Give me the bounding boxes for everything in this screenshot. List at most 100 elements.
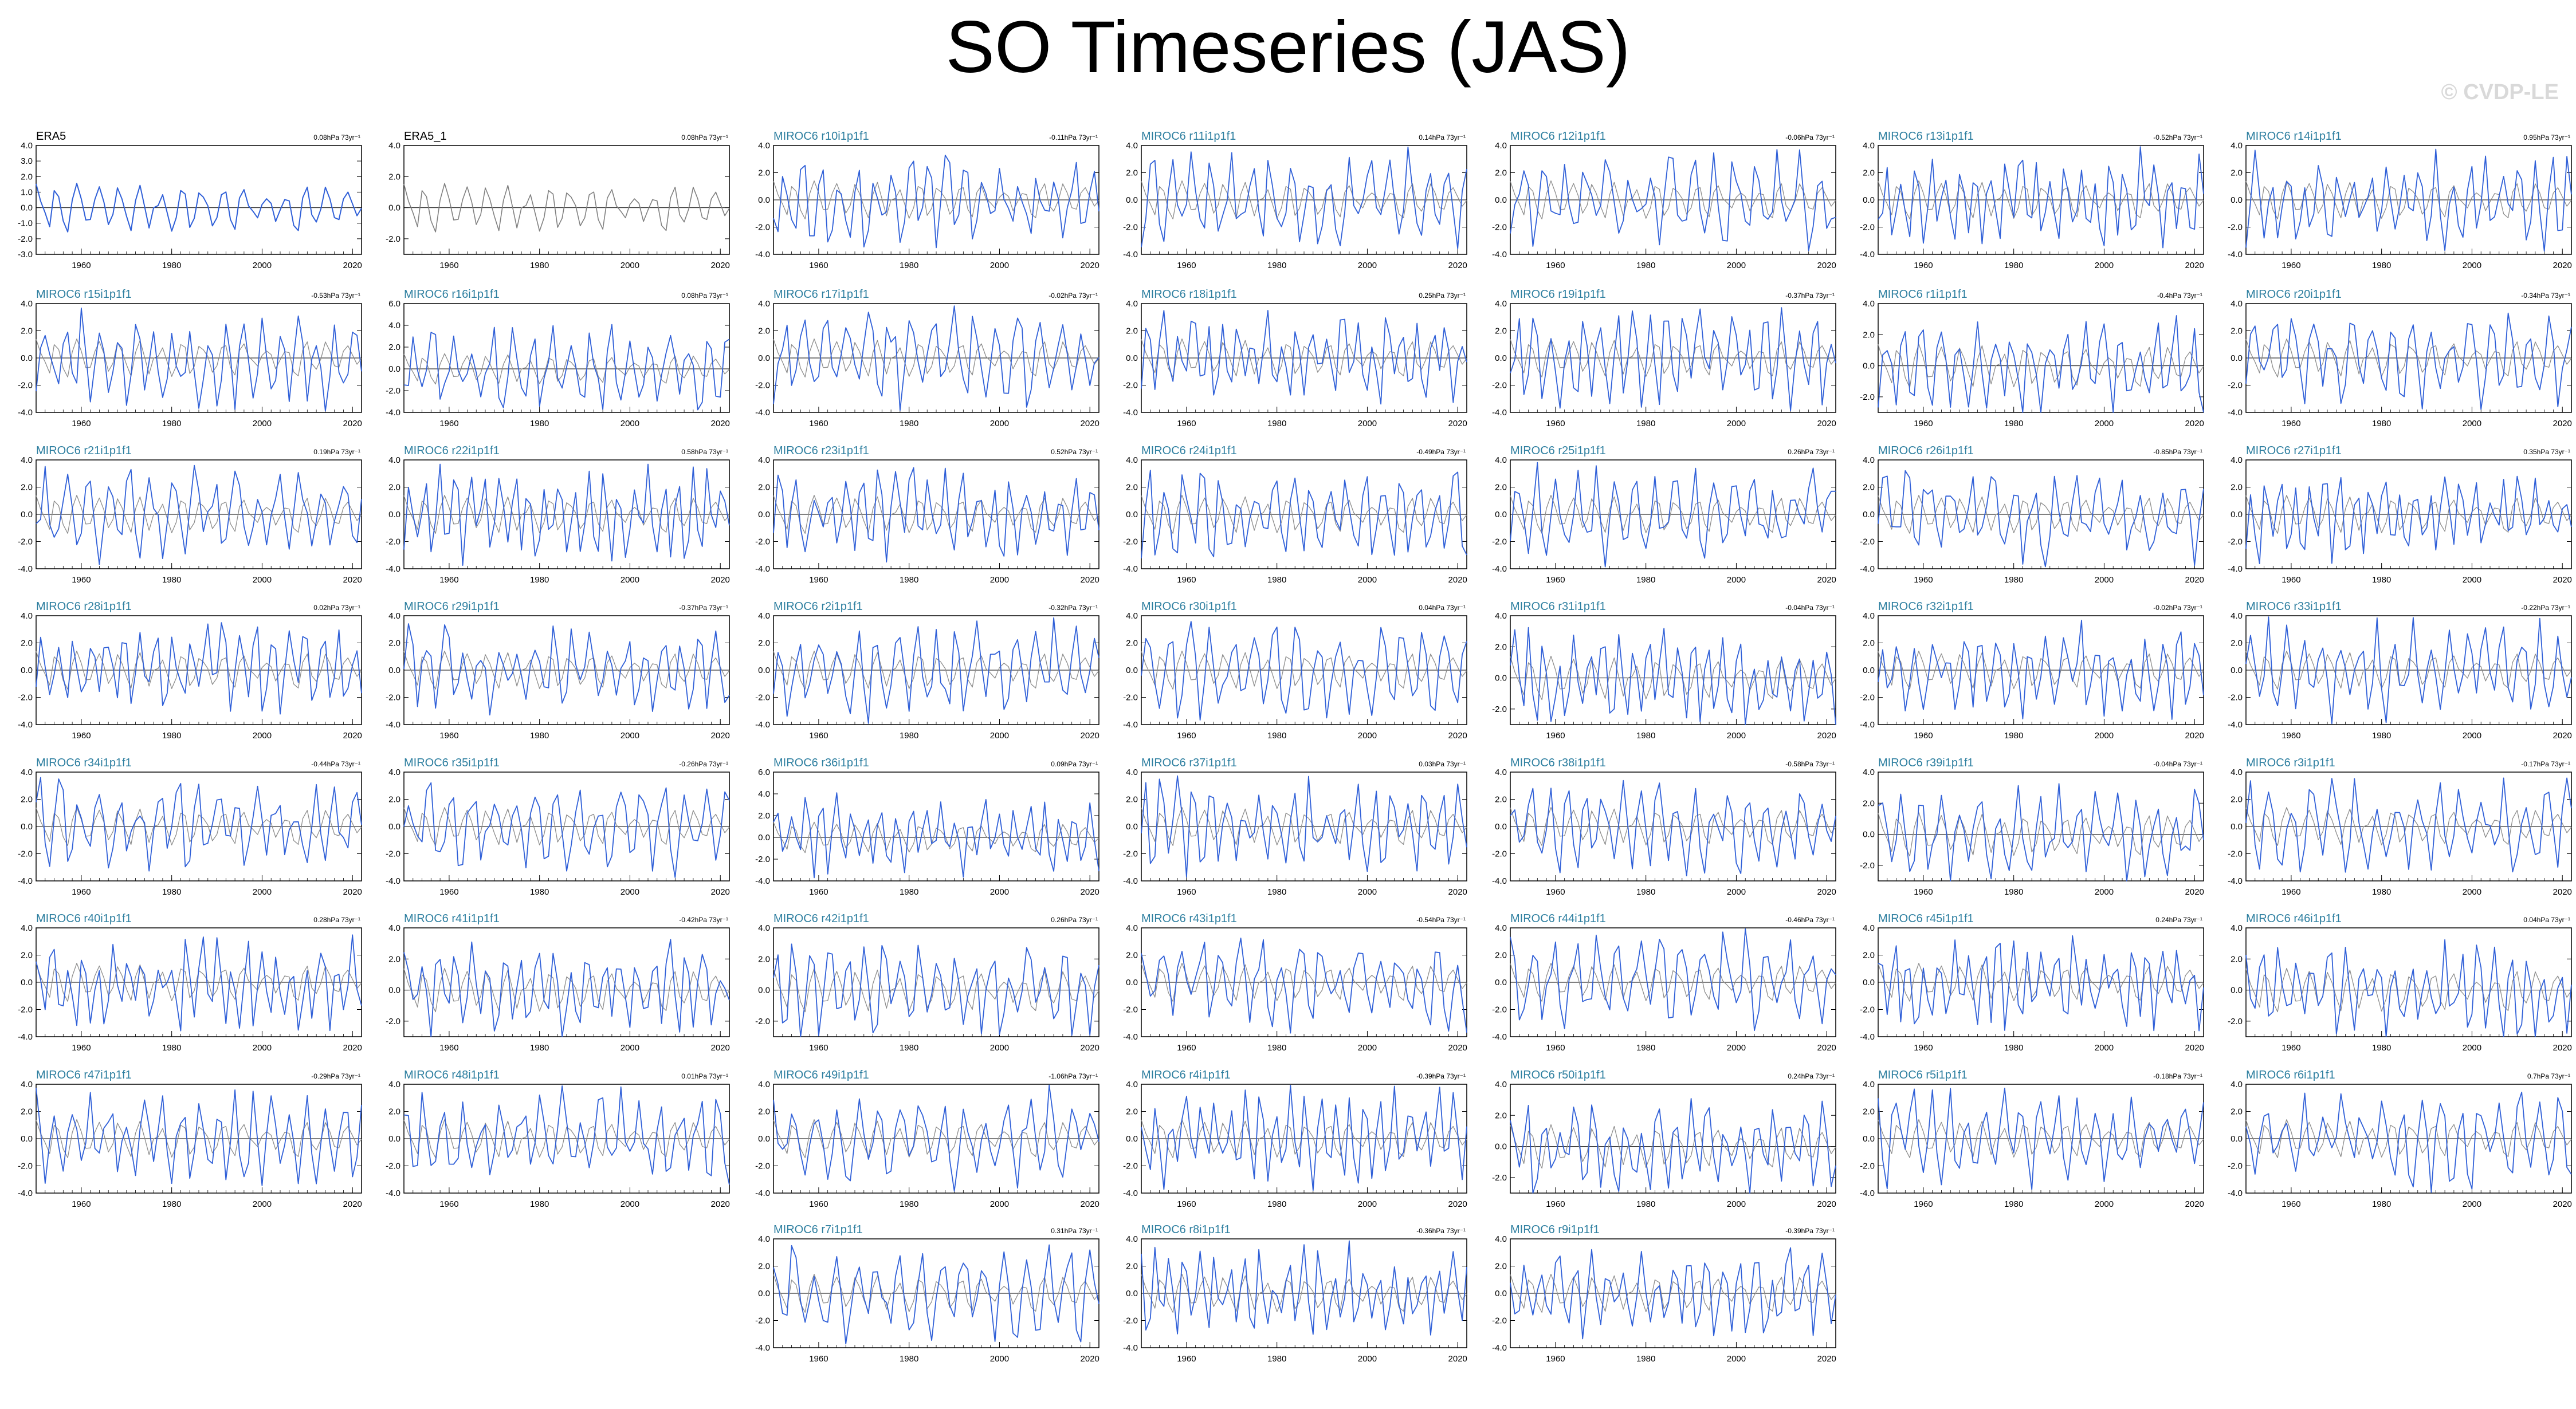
x-tick-label: 2000: [1727, 731, 1746, 741]
y-tick-label: -4.0: [2228, 876, 2243, 886]
y-tick-label: -4.0: [386, 564, 400, 574]
y-tick-label: 0.0: [1126, 822, 1138, 832]
chart-panel: MIROC6 r1i1p1f1 -0.4hPa 73yr⁻¹ 4.0 2.0 0.0 -2…: [1843, 282, 2208, 431]
x-tick-label: 2000: [1727, 1199, 1746, 1209]
obs-reference-line: [773, 1119, 1099, 1158]
x-tick-label: 1960: [439, 1043, 458, 1053]
x-tick-label: 1960: [2282, 887, 2300, 897]
panel-svg: MIROC6 r27i1p1f1 0.35hPa 73yr⁻¹ 4.0 2.0 0.0 -…: [2228, 444, 2572, 585]
obs-reference-line: [1141, 1119, 1467, 1158]
x-tick-label: 1980: [1636, 1199, 1655, 1209]
y-tick-label: -4.0: [755, 876, 770, 886]
panel-trend-label: 0.7hPa 73yr⁻¹: [2527, 1072, 2570, 1080]
x-tick-label: 1980: [2372, 1043, 2391, 1053]
panel-title: MIROC6 r34i1p1f1: [36, 757, 132, 769]
y-tick-label: -2.0: [755, 855, 770, 864]
x-tick-label: 1980: [162, 731, 181, 741]
y-tick-label: -2.0: [755, 693, 770, 703]
y-tick-label: 2.0: [388, 343, 400, 352]
obs-series-line: [403, 183, 730, 233]
y-tick-label: 2.0: [2231, 483, 2243, 493]
x-tick-label: 2000: [253, 1199, 272, 1209]
x-tick-label: 1980: [1267, 1354, 1286, 1364]
panel-trend-label: -0.11hPa 73yr⁻¹: [1049, 133, 1098, 141]
obs-reference-line: [1141, 1274, 1467, 1313]
x-tick-label: 1980: [900, 1043, 918, 1053]
x-tick-label: 1960: [1914, 419, 1933, 428]
x-tick-label: 2020: [2185, 731, 2204, 741]
panel-title: MIROC6 r18i1p1f1: [1141, 288, 1237, 301]
x-tick-label: 2000: [2463, 887, 2481, 897]
chart-panel: MIROC6 r9i1p1f1 -0.39hPa 73yr⁻¹ 4.0 2.0 0.0 -…: [1475, 1217, 1840, 1366]
panel-svg: MIROC6 r26i1p1f1 -0.85hPa 73yr⁻¹ 4.0 2.0 0.0…: [1860, 444, 2204, 585]
y-tick-label: -2.0: [18, 849, 33, 859]
y-tick-label: 2.0: [1863, 483, 1875, 493]
x-tick-label: 2000: [2095, 419, 2114, 428]
x-tick-label: 1960: [72, 887, 91, 897]
panel-title: ERA5_1: [404, 130, 447, 143]
y-tick-label: 2.0: [2231, 795, 2243, 805]
y-tick-label: 2.0: [1863, 1107, 1875, 1117]
x-tick-label: 2000: [990, 731, 1009, 741]
y-tick-label: 0.0: [2231, 353, 2243, 363]
member-series-line: [1141, 310, 1467, 405]
panel-svg: MIROC6 r29i1p1f1 -0.37hPa 73yr⁻¹ 4.0 2.0 0.0…: [386, 600, 730, 741]
y-tick-label: 4.0: [1495, 768, 1507, 777]
panel-title: MIROC6 r33i1p1f1: [2246, 600, 2342, 613]
panel-trend-label: -0.39hPa 73yr⁻¹: [1416, 1072, 1466, 1080]
x-tick-label: 2000: [2095, 1199, 2114, 1209]
x-tick-label: 2000: [621, 887, 639, 897]
obs-reference-line: [403, 807, 730, 846]
x-tick-label: 2020: [2185, 1199, 2204, 1209]
panel-title: MIROC6 r4i1p1f1: [1141, 1069, 1231, 1081]
y-tick-label: 0.0: [1126, 666, 1138, 675]
y-tick-label: 0.0: [1863, 195, 1875, 205]
panel-trend-label: 0.08hPa 73yr⁻¹: [681, 133, 728, 141]
panel-trend-label: -0.44hPa 73yr⁻¹: [311, 760, 360, 768]
panel-svg: MIROC6 r18i1p1f1 0.25hPa 73yr⁻¹ 4.0 2.0 0.0 -…: [1123, 288, 1467, 428]
y-tick-label: -2.0: [386, 1017, 400, 1026]
y-tick-label: 0.0: [1126, 510, 1138, 519]
y-tick-label: 0.0: [758, 833, 770, 843]
x-tick-label: 1980: [162, 887, 181, 897]
y-tick-label: 0.0: [1495, 195, 1507, 205]
y-tick-label: -2.0: [2228, 1162, 2243, 1171]
x-tick-label: 2020: [343, 887, 362, 897]
obs-reference-line: [1878, 495, 2204, 534]
y-tick-label: 0.0: [1126, 1134, 1138, 1144]
chart-panel: MIROC6 r41i1p1f1 -0.42hPa 73yr⁻¹ 4.0 2.0 0.0…: [368, 906, 734, 1055]
chart-panel: MIROC6 r28i1p1f1 0.02hPa 73yr⁻¹ 4.0 2.0 0.0 -…: [1, 594, 366, 743]
chart-panel: MIROC6 r31i1p1f1 -0.04hPa 73yr⁻¹ 4.0 2.0 0.0…: [1475, 594, 1840, 743]
x-tick-label: 2020: [1448, 731, 1467, 741]
y-tick-label: 2.0: [1863, 168, 1875, 178]
x-tick-label: 1980: [2372, 887, 2391, 897]
panel-svg: MIROC6 r30i1p1f1 0.04hPa 73yr⁻¹ 4.0 2.0 0.0 -…: [1123, 600, 1467, 741]
x-tick-label: 2000: [2463, 575, 2481, 585]
x-tick-label: 1980: [900, 1199, 918, 1209]
member-series-line: [2245, 777, 2572, 873]
y-tick-label: -2.0: [1123, 693, 1138, 703]
obs-reference-line: [36, 807, 362, 846]
y-tick-label: 2.0: [388, 795, 400, 805]
x-tick-label: 1980: [530, 419, 549, 428]
x-tick-label: 1980: [2004, 1043, 2023, 1053]
y-tick-label: -2.0: [18, 693, 33, 703]
chart-panel: MIROC6 r19i1p1f1 -0.37hPa 73yr⁻¹ 4.0 2.0 0.0…: [1475, 282, 1840, 431]
x-tick-label: 1960: [1546, 1043, 1565, 1053]
panel-svg: ERA5_1 0.08hPa 73yr⁻¹ 4.0 2.0 0.0 -2.0 1960 198…: [386, 130, 730, 270]
panel-svg: MIROC6 r40i1p1f1 0.28hPa 73yr⁻¹ 4.0 2.0 0.0 -…: [18, 912, 362, 1053]
y-tick-label: 4.0: [1126, 923, 1138, 933]
x-tick-label: 2020: [2553, 731, 2572, 741]
x-tick-label: 1980: [2372, 731, 2391, 741]
panel-title: MIROC6 r47i1p1f1: [36, 1069, 132, 1081]
panel-svg: MIROC6 r25i1p1f1 0.26hPa 73yr⁻¹ 4.0 2.0 0.0 -…: [1492, 444, 1836, 585]
y-tick-label: 2.0: [2231, 954, 2243, 964]
y-tick-label: -4.0: [2228, 408, 2243, 418]
y-tick-label: 2.0: [758, 1107, 770, 1117]
x-tick-label: 2020: [1448, 1199, 1467, 1209]
panel-trend-label: 0.26hPa 73yr⁻¹: [1051, 916, 1098, 924]
chart-panel: MIROC6 r33i1p1f1 -0.22hPa 73yr⁻¹ 4.0 2.0 0.0…: [2210, 594, 2576, 743]
x-tick-label: 1960: [72, 575, 91, 585]
panel-title: MIROC6 r44i1p1f1: [1510, 912, 1606, 925]
chart-panel: MIROC6 r5i1p1f1 -0.18hPa 73yr⁻¹ 4.0 2.0 0.0 -…: [1843, 1062, 2208, 1211]
